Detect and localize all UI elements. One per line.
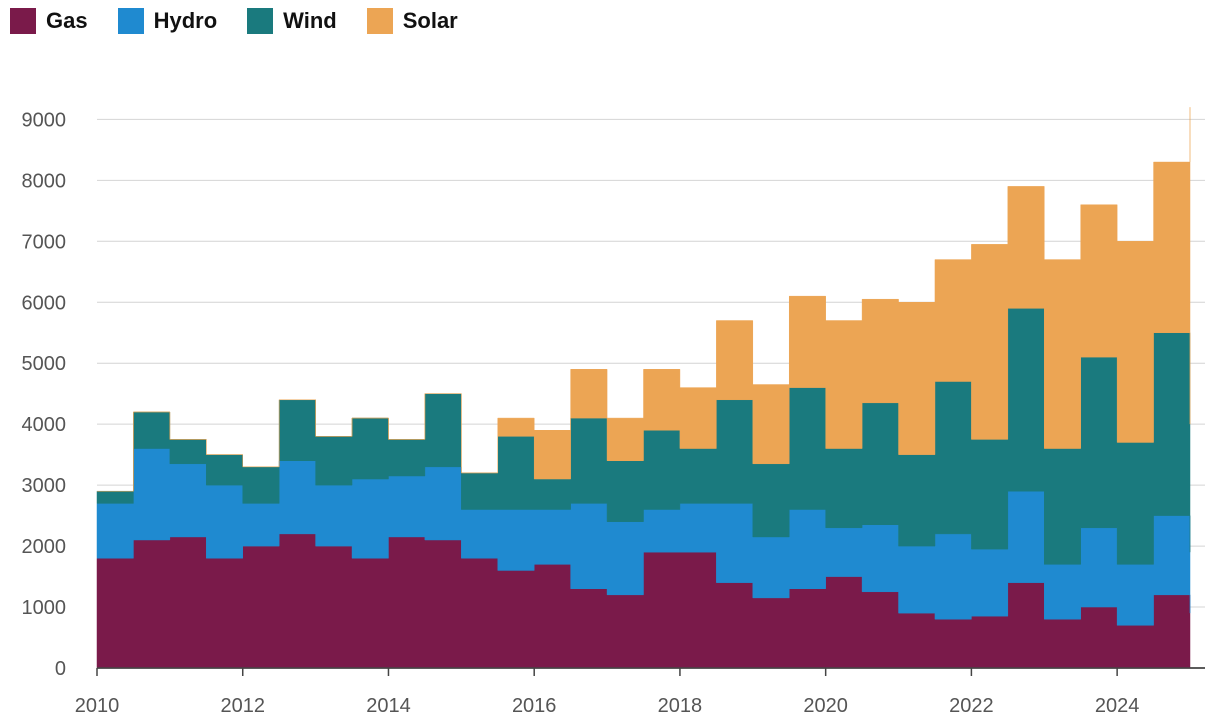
legend-label-wind: Wind [283, 8, 337, 33]
area-layer [96, 107, 1191, 669]
legend-item-gas: Gas [10, 8, 88, 34]
y-tick-label-0: 0 [55, 658, 66, 680]
area-series-solar [97, 107, 1191, 492]
legend: Gas Hydro Wind Solar [10, 8, 488, 34]
legend-label-gas: Gas [46, 8, 88, 33]
y-tick-label-8000: 8000 [22, 170, 67, 192]
x-tick-label-2016: 2016 [512, 695, 557, 717]
y-tick-label-1000: 1000 [22, 597, 67, 619]
y-tick-label-3000: 3000 [22, 475, 67, 497]
legend-label-hydro: Hydro [153, 8, 218, 33]
legend-swatch-wind [247, 8, 274, 34]
legend-item-wind: Wind [247, 8, 337, 34]
y-tick-label-2000: 2000 [22, 536, 67, 558]
legend-swatch-gas [10, 8, 36, 34]
legend-swatch-solar [366, 8, 393, 34]
axis-layer: 0 1000 2000 3000 4000 5000 6000 7000 8000 9000 201… [22, 109, 1205, 717]
y-tick-label-5000: 5000 [22, 353, 67, 375]
y-tick-label-9000: 9000 [22, 109, 67, 131]
x-tick-label-2014: 2014 [366, 695, 411, 717]
legend-label-solar: Solar [402, 8, 458, 33]
x-tick-label-2020: 2020 [803, 695, 848, 717]
x-tick-label-2012: 2012 [220, 695, 265, 717]
x-tick-label-2022: 2022 [949, 695, 994, 717]
y-tick-label-4000: 4000 [22, 414, 67, 436]
x-tick-label-2018: 2018 [658, 695, 703, 717]
y-tick-label-6000: 6000 [22, 292, 67, 314]
legend-item-hydro: Hydro [117, 8, 218, 34]
legend-item-solar: Solar [366, 8, 458, 34]
legend-swatch-hydro [117, 8, 144, 34]
x-tick-label-2010: 2010 [75, 695, 120, 717]
y-tick-label-7000: 7000 [22, 231, 67, 253]
x-tick-label-2024: 2024 [1095, 695, 1140, 717]
